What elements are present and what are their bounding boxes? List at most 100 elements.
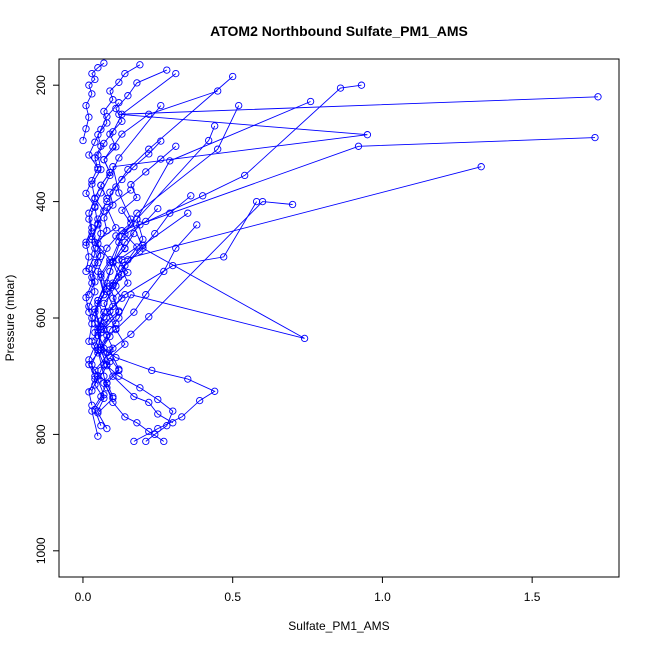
data-point (85, 253, 93, 261)
data-point (97, 366, 105, 375)
data-point (106, 168, 114, 177)
data-point (82, 125, 90, 133)
data-point (160, 267, 168, 276)
data-point (103, 331, 111, 340)
data-point (142, 217, 150, 226)
data-point (91, 194, 99, 202)
y-tick-label: 200 (34, 75, 48, 95)
data-point (88, 265, 96, 273)
data-point (85, 308, 93, 316)
series-line (88, 189, 132, 391)
data-point (142, 168, 150, 176)
data-point (172, 69, 180, 78)
data-point (157, 137, 165, 145)
data-point (97, 181, 105, 189)
series-16 (97, 192, 195, 354)
data-point (85, 215, 93, 223)
data-point (100, 394, 108, 402)
series-20 (79, 59, 108, 145)
data-point (336, 84, 345, 92)
data-point (100, 207, 108, 215)
data-point (118, 206, 126, 214)
data-point (187, 192, 195, 200)
data-point (88, 176, 96, 185)
data-point (88, 69, 96, 78)
data-point (94, 299, 102, 308)
data-point (91, 381, 99, 389)
data-point (91, 154, 99, 162)
data-point (118, 175, 126, 184)
data-point (88, 90, 96, 98)
data-point (157, 155, 165, 163)
data-point (127, 186, 135, 194)
data-point (82, 189, 90, 198)
data-point (91, 305, 99, 313)
data-point (121, 69, 129, 78)
data-point (112, 232, 120, 240)
data-point (106, 130, 114, 138)
data-point (477, 163, 485, 171)
data-point (142, 437, 150, 446)
data-point (142, 291, 150, 299)
series-line (100, 195, 192, 351)
data-point (100, 59, 108, 67)
data-point (109, 201, 117, 209)
data-point (97, 328, 105, 337)
data-point (112, 320, 120, 328)
data-point (85, 151, 93, 159)
data-point (103, 119, 111, 127)
data-point (121, 244, 129, 252)
data-point (91, 288, 99, 296)
data-point (85, 302, 93, 311)
data-point (109, 281, 117, 290)
data-point (85, 388, 93, 396)
data-point (151, 229, 159, 238)
data-point (145, 313, 153, 321)
series-line (97, 233, 135, 365)
data-point (118, 130, 126, 138)
data-point (115, 314, 123, 322)
data-point (306, 97, 315, 106)
data-point (97, 317, 105, 325)
y-axis: 200 400 600 800 1000 (34, 75, 60, 564)
data-point (214, 87, 222, 95)
data-point (85, 360, 93, 369)
data-point (196, 396, 204, 405)
data-point (154, 395, 162, 404)
data-point (109, 259, 117, 267)
data-point (94, 220, 102, 228)
data-point (109, 96, 117, 104)
data-point (88, 228, 96, 236)
data-point (169, 261, 177, 270)
data-point (103, 227, 111, 235)
y-axis-label: Pressure (mbar) (3, 275, 17, 362)
data-point (109, 302, 117, 311)
data-point (112, 183, 120, 191)
data-point (288, 200, 297, 209)
y-tick-label: 1000 (34, 537, 48, 564)
series-line (106, 224, 198, 397)
data-point (357, 81, 366, 89)
data-point (363, 131, 372, 139)
data-point (94, 64, 102, 72)
x-tick-label: 0.0 (75, 590, 92, 604)
data-point (166, 157, 174, 165)
x-axis-label: Sulfate_PM1_AMS (288, 619, 389, 633)
data-point (97, 229, 105, 238)
x-tick-label: 1.0 (374, 590, 391, 604)
data-point (94, 164, 102, 172)
data-point (94, 409, 102, 417)
data-point (160, 437, 168, 446)
data-point (154, 204, 162, 213)
data-point (133, 419, 141, 427)
data-point (85, 81, 93, 89)
data-point (133, 193, 141, 202)
series-15 (85, 186, 135, 395)
data-point (106, 267, 114, 276)
data-point (115, 366, 123, 375)
data-point (205, 136, 213, 145)
data-point (103, 362, 111, 370)
data-point (112, 325, 120, 334)
data-point (94, 165, 102, 174)
data-point (157, 101, 165, 110)
